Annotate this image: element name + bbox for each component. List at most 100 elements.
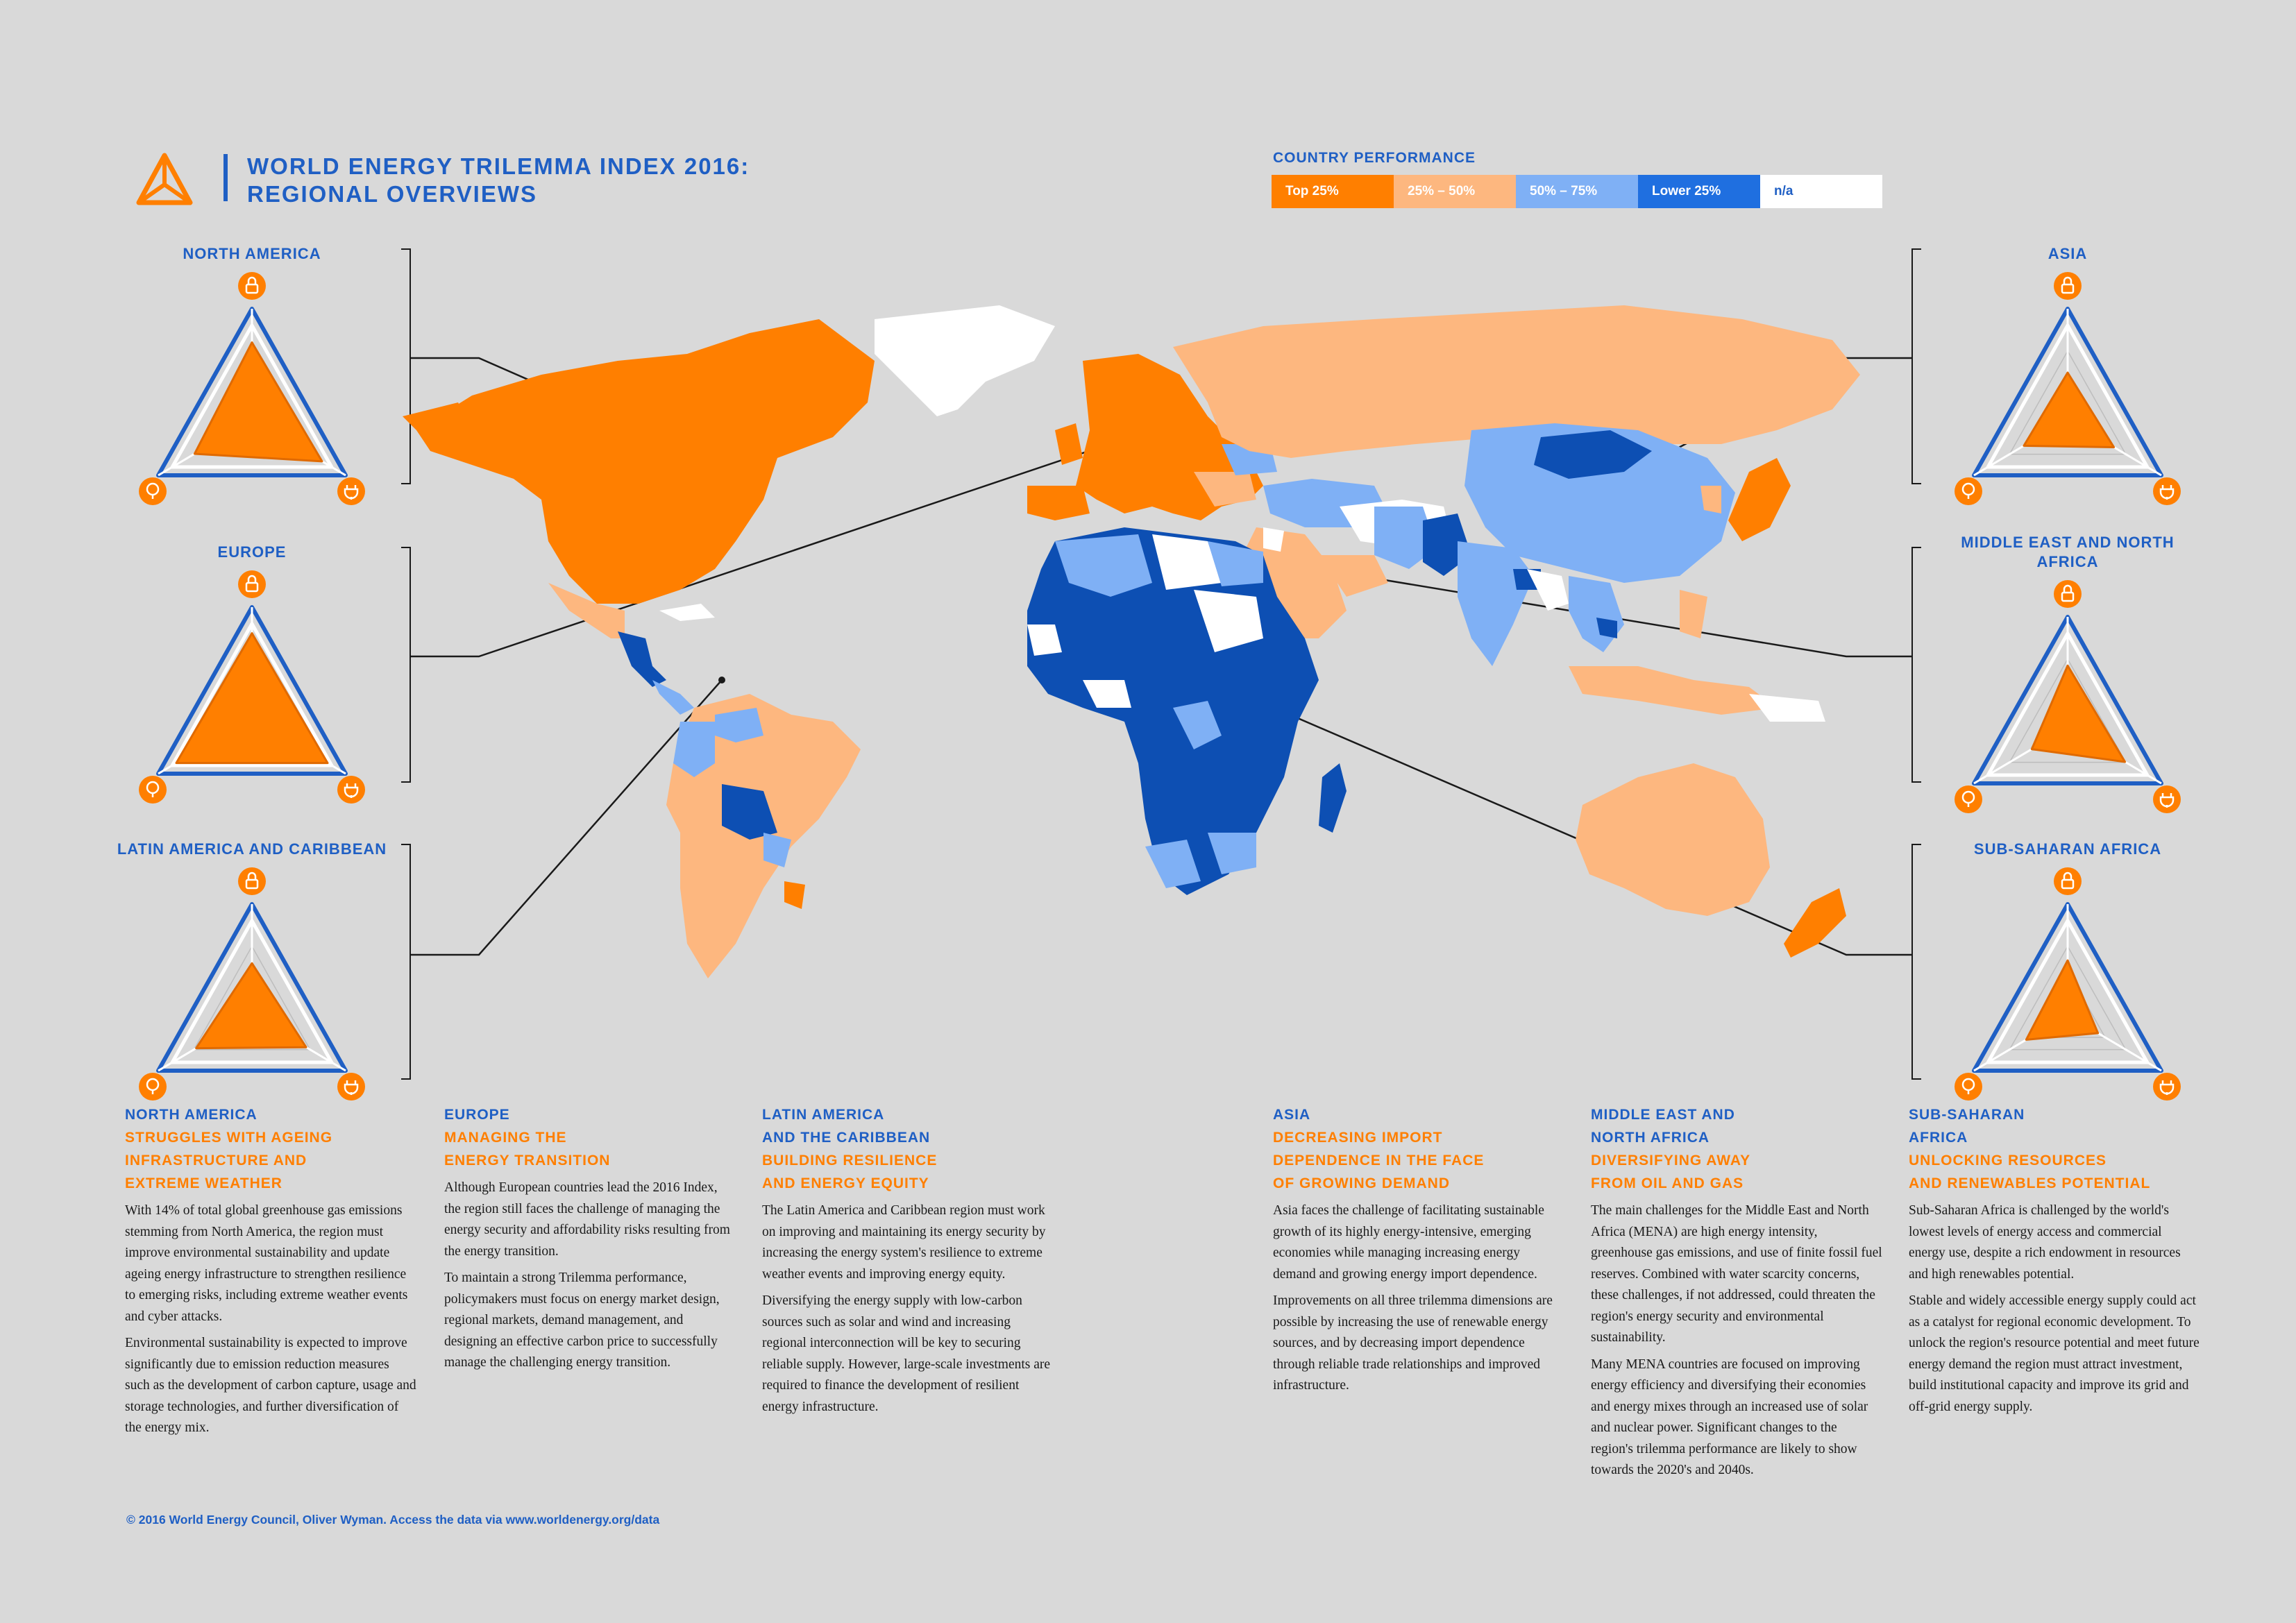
footer-credit: © 2016 World Energy Council, Oliver Wyma… <box>126 1513 660 1527</box>
australia <box>1576 763 1770 916</box>
column-heading: LATIN AMERICA <box>762 1107 885 1123</box>
lock-icon <box>2054 580 2082 608</box>
title-divider <box>223 154 228 201</box>
mexico <box>548 583 625 638</box>
lock-icon <box>238 867 266 895</box>
column-paragraph: Asia faces the challenge of facilitating… <box>1273 1203 1544 1282</box>
column-heading: NORTH AFRICA <box>1591 1130 1710 1146</box>
column-heading: AND THE CARIBBEAN <box>762 1130 931 1146</box>
column-subheading: OF GROWING DEMAND <box>1273 1175 1450 1191</box>
column-paragraph: Although European countries lead the 201… <box>444 1180 730 1259</box>
bracket-asia <box>1911 248 1921 484</box>
column-subheading: ENERGY TRANSITION <box>444 1153 611 1169</box>
column-paragraph: Many MENA countries are focused on impro… <box>1591 1357 1868 1478</box>
column-mena: MIDDLE EAST AND NORTH AFRICA DIVERSIFYING … <box>1591 1103 1882 1481</box>
bracket-mena <box>1911 547 1921 783</box>
greenland <box>875 305 1055 416</box>
column-subheading: AND RENEWABLES POTENTIAL <box>1909 1175 2151 1191</box>
north-america-land <box>416 319 875 604</box>
mongolia <box>1534 430 1652 479</box>
column-paragraph: To maintain a strong Trilemma performanc… <box>444 1271 720 1370</box>
title-line-2: REGIONAL OVERVIEWS <box>247 181 538 207</box>
column-latin-america: LATIN AMERICA AND THE CARIBBEAN BUILDING R… <box>762 1103 1054 1418</box>
radar-north-america <box>139 272 365 505</box>
column-subheading: DECREASING IMPORT <box>1273 1130 1443 1146</box>
leaf-icon <box>139 776 167 804</box>
column-paragraph: With 14% of total global greenhouse gas … <box>125 1203 408 1324</box>
radar-label-north-america: NORTH AMERICA <box>183 245 321 262</box>
plug-icon <box>337 1073 365 1101</box>
column-heading: NORTH AMERICA <box>125 1107 258 1123</box>
column-subheading: INFRASTRUCTURE AND <box>125 1153 307 1169</box>
trilemma-logo <box>136 153 193 205</box>
world-map <box>403 305 1860 978</box>
radar-europe <box>139 570 365 804</box>
radar-label-ssa: SUB-SAHARAN AFRICA <box>1973 840 2162 858</box>
plug-icon <box>2153 477 2181 505</box>
leaf-icon <box>139 477 167 505</box>
column-subheading: DIVERSIFYING AWAY <box>1591 1153 1751 1169</box>
radar-ssa <box>1955 867 2181 1101</box>
bracket-latin-america <box>401 844 411 1080</box>
plug-icon <box>2153 785 2181 813</box>
radar-label-europe: EUROPE <box>217 543 287 561</box>
column-europe: EUROPE MANAGING THE ENERGY TRANSITION Altho… <box>444 1103 736 1374</box>
legend: Top 25% 25% – 50% 50% – 75% Lower 25% n/… <box>1272 175 1882 208</box>
radar-mena <box>1955 580 2181 813</box>
column-subheading: STRUGGLES WITH AGEING <box>125 1130 333 1146</box>
legend-item: 50% – 75% <box>1516 175 1638 208</box>
bracket-europe <box>401 547 411 783</box>
russia <box>1173 305 1860 458</box>
bracket-north-america <box>401 248 411 484</box>
column-heading: ASIA <box>1273 1107 1311 1123</box>
column-subheading: EXTREME WEATHER <box>125 1175 282 1191</box>
plug-icon <box>2153 1073 2181 1101</box>
title-line-1: WORLD ENERGY TRILEMMA INDEX 2016: <box>247 153 750 179</box>
column-paragraph: The Latin America and Caribbean region m… <box>762 1203 1046 1282</box>
bracket-ssa <box>1911 844 1921 1080</box>
column-subheading: FROM OIL AND GAS <box>1591 1175 1744 1191</box>
lock-icon <box>238 272 266 300</box>
radar-label-mena: MIDDLE EAST AND NORTH AFRICA <box>1961 534 2175 570</box>
radar-score-area <box>2030 664 2127 763</box>
radar-score-area <box>2023 371 2116 448</box>
column-paragraph: Environmental sustainability is expected… <box>125 1336 416 1435</box>
column-heading: EUROPE <box>444 1107 510 1123</box>
page-title: WORLD ENERGY TRILEMMA INDEX 2016: REGION… <box>247 153 750 208</box>
column-subheading: MANAGING THE <box>444 1130 567 1146</box>
legend-item: n/a <box>1760 175 1882 208</box>
legend-title: COUNTRY PERFORMANCE <box>1273 150 1476 166</box>
radar-score-area <box>193 341 323 463</box>
leaf-icon <box>139 1073 167 1101</box>
column-paragraph: The main challenges for the Middle East … <box>1591 1203 1882 1345</box>
legend-item: Lower 25% <box>1638 175 1760 208</box>
column-north-america: NORTH AMERICA STRUGGLES WITH AGEING INFRAS… <box>125 1103 416 1439</box>
legend-item: 25% – 50% <box>1394 175 1516 208</box>
radar-asia <box>1955 272 2181 505</box>
radar-score-area <box>195 962 307 1050</box>
column-subheading: BUILDING RESILIENCE <box>762 1153 938 1169</box>
column-paragraph: Improvements on all three trilemma dimen… <box>1273 1293 1553 1393</box>
radar-score-area <box>175 632 329 765</box>
column-heading: AFRICA <box>1909 1130 1968 1146</box>
column-paragraph: Stable and widely accessible energy supp… <box>1909 1293 2200 1414</box>
leaf-icon <box>1955 477 1982 505</box>
legend-item: Top 25% <box>1272 175 1394 208</box>
plug-icon <box>337 477 365 505</box>
column-heading: SUB-SAHARAN <box>1909 1107 2025 1123</box>
column-paragraph: Diversifying the energy supply with low-… <box>762 1293 1051 1414</box>
lock-icon <box>2054 867 2082 895</box>
radar-label-latin-america: LATIN AMERICA AND CARIBBEAN <box>117 840 387 858</box>
column-paragraph: Sub-Saharan Africa is challenged by the … <box>1909 1203 2181 1282</box>
column-ssa: SUB-SAHARAN AFRICA UNLOCKING RESOURCES AND … <box>1909 1103 2200 1418</box>
column-heading: MIDDLE EAST AND <box>1591 1107 1735 1123</box>
column-subheading: DEPENDENCE IN THE FACE <box>1273 1153 1485 1169</box>
radar-score-area <box>2025 959 2100 1041</box>
lock-icon <box>2054 272 2082 300</box>
lock-icon <box>238 570 266 598</box>
leaf-icon <box>1955 1073 1982 1101</box>
radar-latin-america <box>139 867 365 1101</box>
column-subheading: UNLOCKING RESOURCES <box>1909 1153 2107 1169</box>
column-subheading: AND ENERGY EQUITY <box>762 1175 929 1191</box>
radar-label-asia: ASIA <box>2048 245 2088 262</box>
